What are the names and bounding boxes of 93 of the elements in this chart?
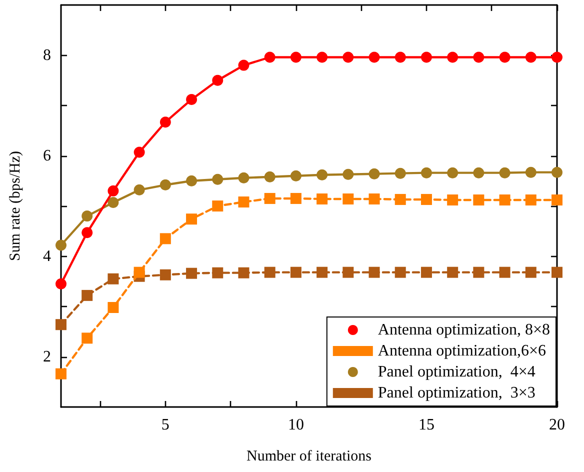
point	[290, 266, 302, 278]
point	[238, 172, 250, 184]
point	[394, 52, 406, 63]
legend-label: Antenna optimization, 8×8	[378, 322, 550, 338]
point	[108, 302, 119, 314]
point	[264, 171, 276, 182]
point	[160, 116, 171, 128]
point	[447, 266, 458, 278]
point	[499, 167, 510, 178]
point	[552, 166, 562, 178]
point	[342, 193, 354, 204]
point	[108, 185, 119, 196]
point	[420, 167, 432, 178]
point	[447, 167, 458, 178]
point	[82, 210, 93, 222]
point	[134, 266, 145, 278]
x-tick-label: 10	[288, 416, 304, 434]
y-tick-label: 2	[43, 348, 51, 366]
point	[525, 52, 536, 63]
point	[342, 52, 354, 63]
point	[316, 169, 328, 180]
point	[394, 168, 406, 179]
point	[264, 266, 276, 278]
point	[316, 52, 328, 63]
x-tick-label: 5	[161, 416, 170, 434]
point	[525, 166, 536, 178]
point	[499, 266, 510, 278]
point	[447, 194, 458, 206]
point	[238, 60, 250, 71]
point	[186, 94, 198, 105]
point	[342, 168, 354, 180]
point	[82, 290, 93, 301]
legend-label: Panel optimization, 4×4	[378, 364, 536, 380]
point	[186, 214, 198, 225]
point	[368, 193, 380, 204]
point	[552, 52, 562, 63]
point	[212, 174, 224, 185]
point	[160, 269, 171, 280]
x-tick-label: 20	[549, 416, 565, 434]
point	[499, 194, 510, 206]
y-tick-label: 6	[43, 147, 51, 164]
point	[186, 268, 198, 279]
point	[186, 175, 198, 186]
point	[420, 194, 432, 205]
legend-label: Antenna optimization,6×6	[378, 342, 546, 360]
point	[134, 146, 145, 158]
point	[108, 273, 119, 284]
point	[56, 319, 66, 330]
point	[134, 184, 145, 196]
point	[368, 168, 380, 180]
point	[368, 52, 380, 63]
point	[525, 194, 536, 206]
point	[290, 170, 302, 182]
x-tick-label: 15	[418, 416, 434, 434]
point	[212, 267, 224, 278]
point	[290, 192, 302, 204]
point	[82, 227, 93, 238]
y-axis-title: Sum rate (bps/Hz)	[8, 151, 24, 261]
point	[447, 52, 458, 63]
x-axis-title: Number of iterations	[246, 448, 372, 464]
point	[56, 278, 66, 290]
point	[420, 266, 432, 278]
point	[473, 194, 484, 206]
point	[264, 192, 276, 204]
point	[160, 179, 171, 190]
point	[499, 52, 510, 63]
point	[552, 266, 562, 278]
point	[290, 52, 302, 63]
point	[473, 167, 484, 178]
point	[108, 196, 119, 208]
y-tick-label: 8	[43, 46, 51, 64]
point	[56, 240, 66, 251]
point	[394, 194, 406, 205]
point	[238, 196, 250, 208]
point	[368, 266, 380, 278]
point	[394, 266, 406, 278]
point	[212, 200, 224, 212]
point	[82, 332, 93, 344]
point	[160, 233, 171, 244]
point	[212, 74, 224, 86]
point	[473, 266, 484, 278]
point	[420, 52, 432, 63]
point	[316, 266, 328, 278]
point	[56, 368, 66, 380]
point	[316, 193, 328, 204]
point	[238, 267, 250, 278]
point	[525, 266, 536, 278]
point	[264, 52, 276, 63]
point	[342, 266, 354, 278]
legend-label: Panel optimization, 3×3	[378, 384, 536, 402]
y-tick-label: 4	[43, 248, 51, 265]
point	[473, 52, 484, 63]
point	[552, 194, 562, 206]
